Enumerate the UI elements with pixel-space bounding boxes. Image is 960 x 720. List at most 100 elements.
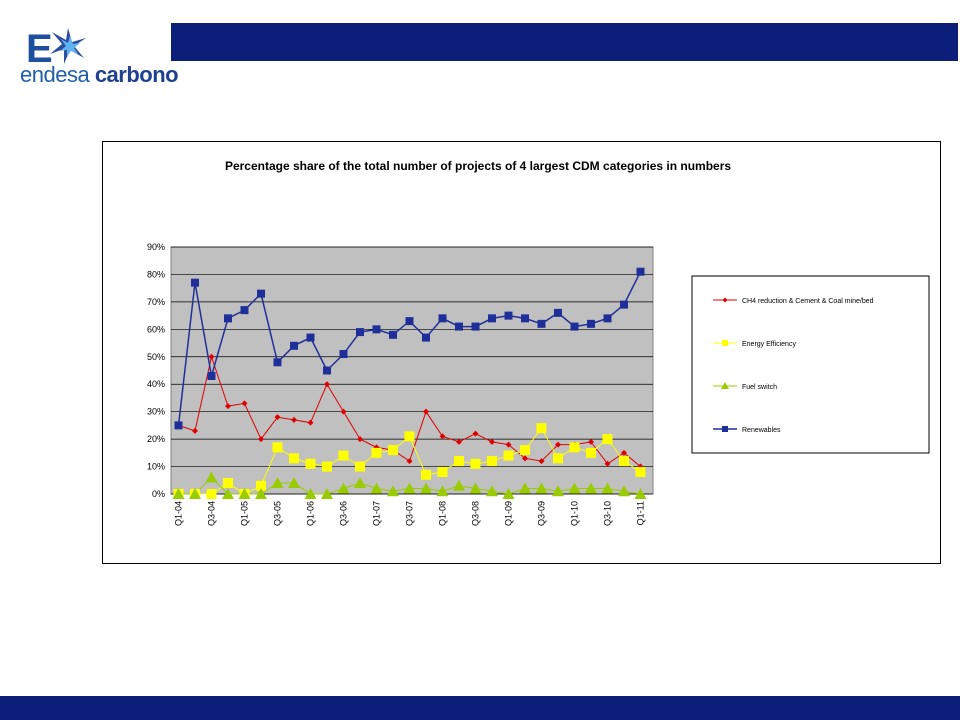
chart-title: Percentage share of the total number of … [224, 159, 732, 173]
data-point [289, 453, 299, 464]
x-tick-label: Q3-10 [603, 501, 613, 526]
data-point [489, 438, 495, 445]
data-point [505, 441, 512, 448]
data-point [324, 381, 330, 388]
logo-word-carbono: carbono [94, 62, 179, 87]
data-point [587, 319, 595, 328]
data-point [437, 467, 448, 478]
header-bar [171, 23, 958, 61]
data-point [588, 438, 594, 445]
data-point [322, 461, 332, 472]
data-point [271, 477, 284, 489]
data-point [502, 488, 515, 499]
data-point [272, 442, 283, 453]
legend-label: Fuel switch [742, 384, 777, 391]
data-point [323, 366, 331, 375]
data-point [355, 461, 365, 472]
data-point [619, 456, 629, 467]
data-point [305, 458, 316, 469]
data-point [438, 314, 447, 323]
legend-box [691, 275, 930, 454]
data-point [603, 314, 612, 323]
legend-marker [722, 297, 728, 303]
data-point [535, 482, 548, 494]
data-point [469, 482, 482, 494]
data-point [257, 289, 265, 298]
data-point [189, 488, 201, 499]
data-point [555, 441, 561, 448]
data-point [274, 414, 281, 421]
data-point [521, 314, 529, 323]
data-point [618, 485, 630, 497]
data-point [222, 488, 234, 499]
data-point [569, 442, 580, 453]
legend-marker [722, 340, 728, 346]
data-point [224, 314, 232, 323]
data-point [288, 477, 300, 489]
x-tick-label: Q3-06 [339, 501, 349, 526]
footer-bar [0, 696, 960, 720]
data-point [439, 433, 446, 440]
data-point [223, 478, 233, 489]
data-point [403, 482, 416, 494]
data-point [370, 482, 383, 494]
data-point [423, 408, 429, 415]
data-point [504, 311, 513, 320]
data-point [238, 488, 251, 499]
data-point [192, 427, 198, 434]
data-point [568, 482, 581, 494]
chart-frame: Percentage share of the total number of … [102, 141, 941, 564]
data-point [307, 419, 314, 426]
data-point [636, 267, 645, 276]
data-point [503, 450, 514, 461]
legend-label: CH4 reduction & Cement & Coal mine/bed [742, 298, 874, 305]
x-tick-label: Q1-06 [306, 501, 316, 526]
data-point [470, 458, 481, 469]
data-point [388, 445, 398, 456]
data-point [172, 488, 185, 499]
data-point [304, 488, 317, 499]
x-tick-label: Q1-09 [504, 501, 514, 526]
endesa-carbono-logo: E endesa carbono [20, 22, 180, 92]
data-point [421, 469, 431, 480]
data-point [422, 333, 430, 342]
logo-text: endesa carbono [20, 62, 179, 88]
y-tick-label: 40% [147, 379, 165, 389]
logo-word-endesa: endesa [20, 62, 90, 87]
data-point [339, 350, 348, 359]
y-tick-label: 60% [147, 324, 165, 334]
data-point [471, 322, 480, 331]
y-tick-label: 0% [152, 489, 165, 499]
y-tick-label: 90% [147, 242, 165, 252]
data-point [389, 330, 397, 339]
data-point [405, 317, 414, 326]
y-tick-label: 30% [147, 407, 165, 417]
data-point [372, 325, 381, 334]
data-point [537, 319, 546, 328]
line-chart: 0% 10% 20% 30% 40% 50% 60% 70% 80% 90% Q1-04 Q3-04… [147, 242, 930, 526]
x-tick-label: Q3-05 [273, 501, 283, 526]
data-point [306, 333, 315, 342]
x-tick-label: Q1-10 [570, 501, 580, 526]
logo-mark-icon: E [26, 27, 86, 68]
data-point [536, 423, 547, 434]
data-point [240, 306, 249, 315]
data-point [601, 482, 614, 494]
legend-marker [721, 382, 729, 389]
data-point [241, 400, 248, 407]
data-point [371, 447, 382, 458]
x-tick-label: Q1-05 [240, 501, 250, 526]
y-tick-label: 70% [147, 297, 165, 307]
data-point [520, 445, 530, 456]
x-tick-label: Q3-07 [405, 501, 415, 526]
data-point [258, 436, 264, 443]
data-point [404, 431, 415, 442]
data-point [455, 322, 463, 331]
data-point [553, 453, 563, 464]
data-point [354, 477, 366, 489]
legend-label: Renewables [742, 427, 781, 434]
data-point [273, 358, 282, 367]
data-point [225, 403, 231, 410]
data-point [290, 341, 298, 350]
data-point [604, 460, 611, 467]
